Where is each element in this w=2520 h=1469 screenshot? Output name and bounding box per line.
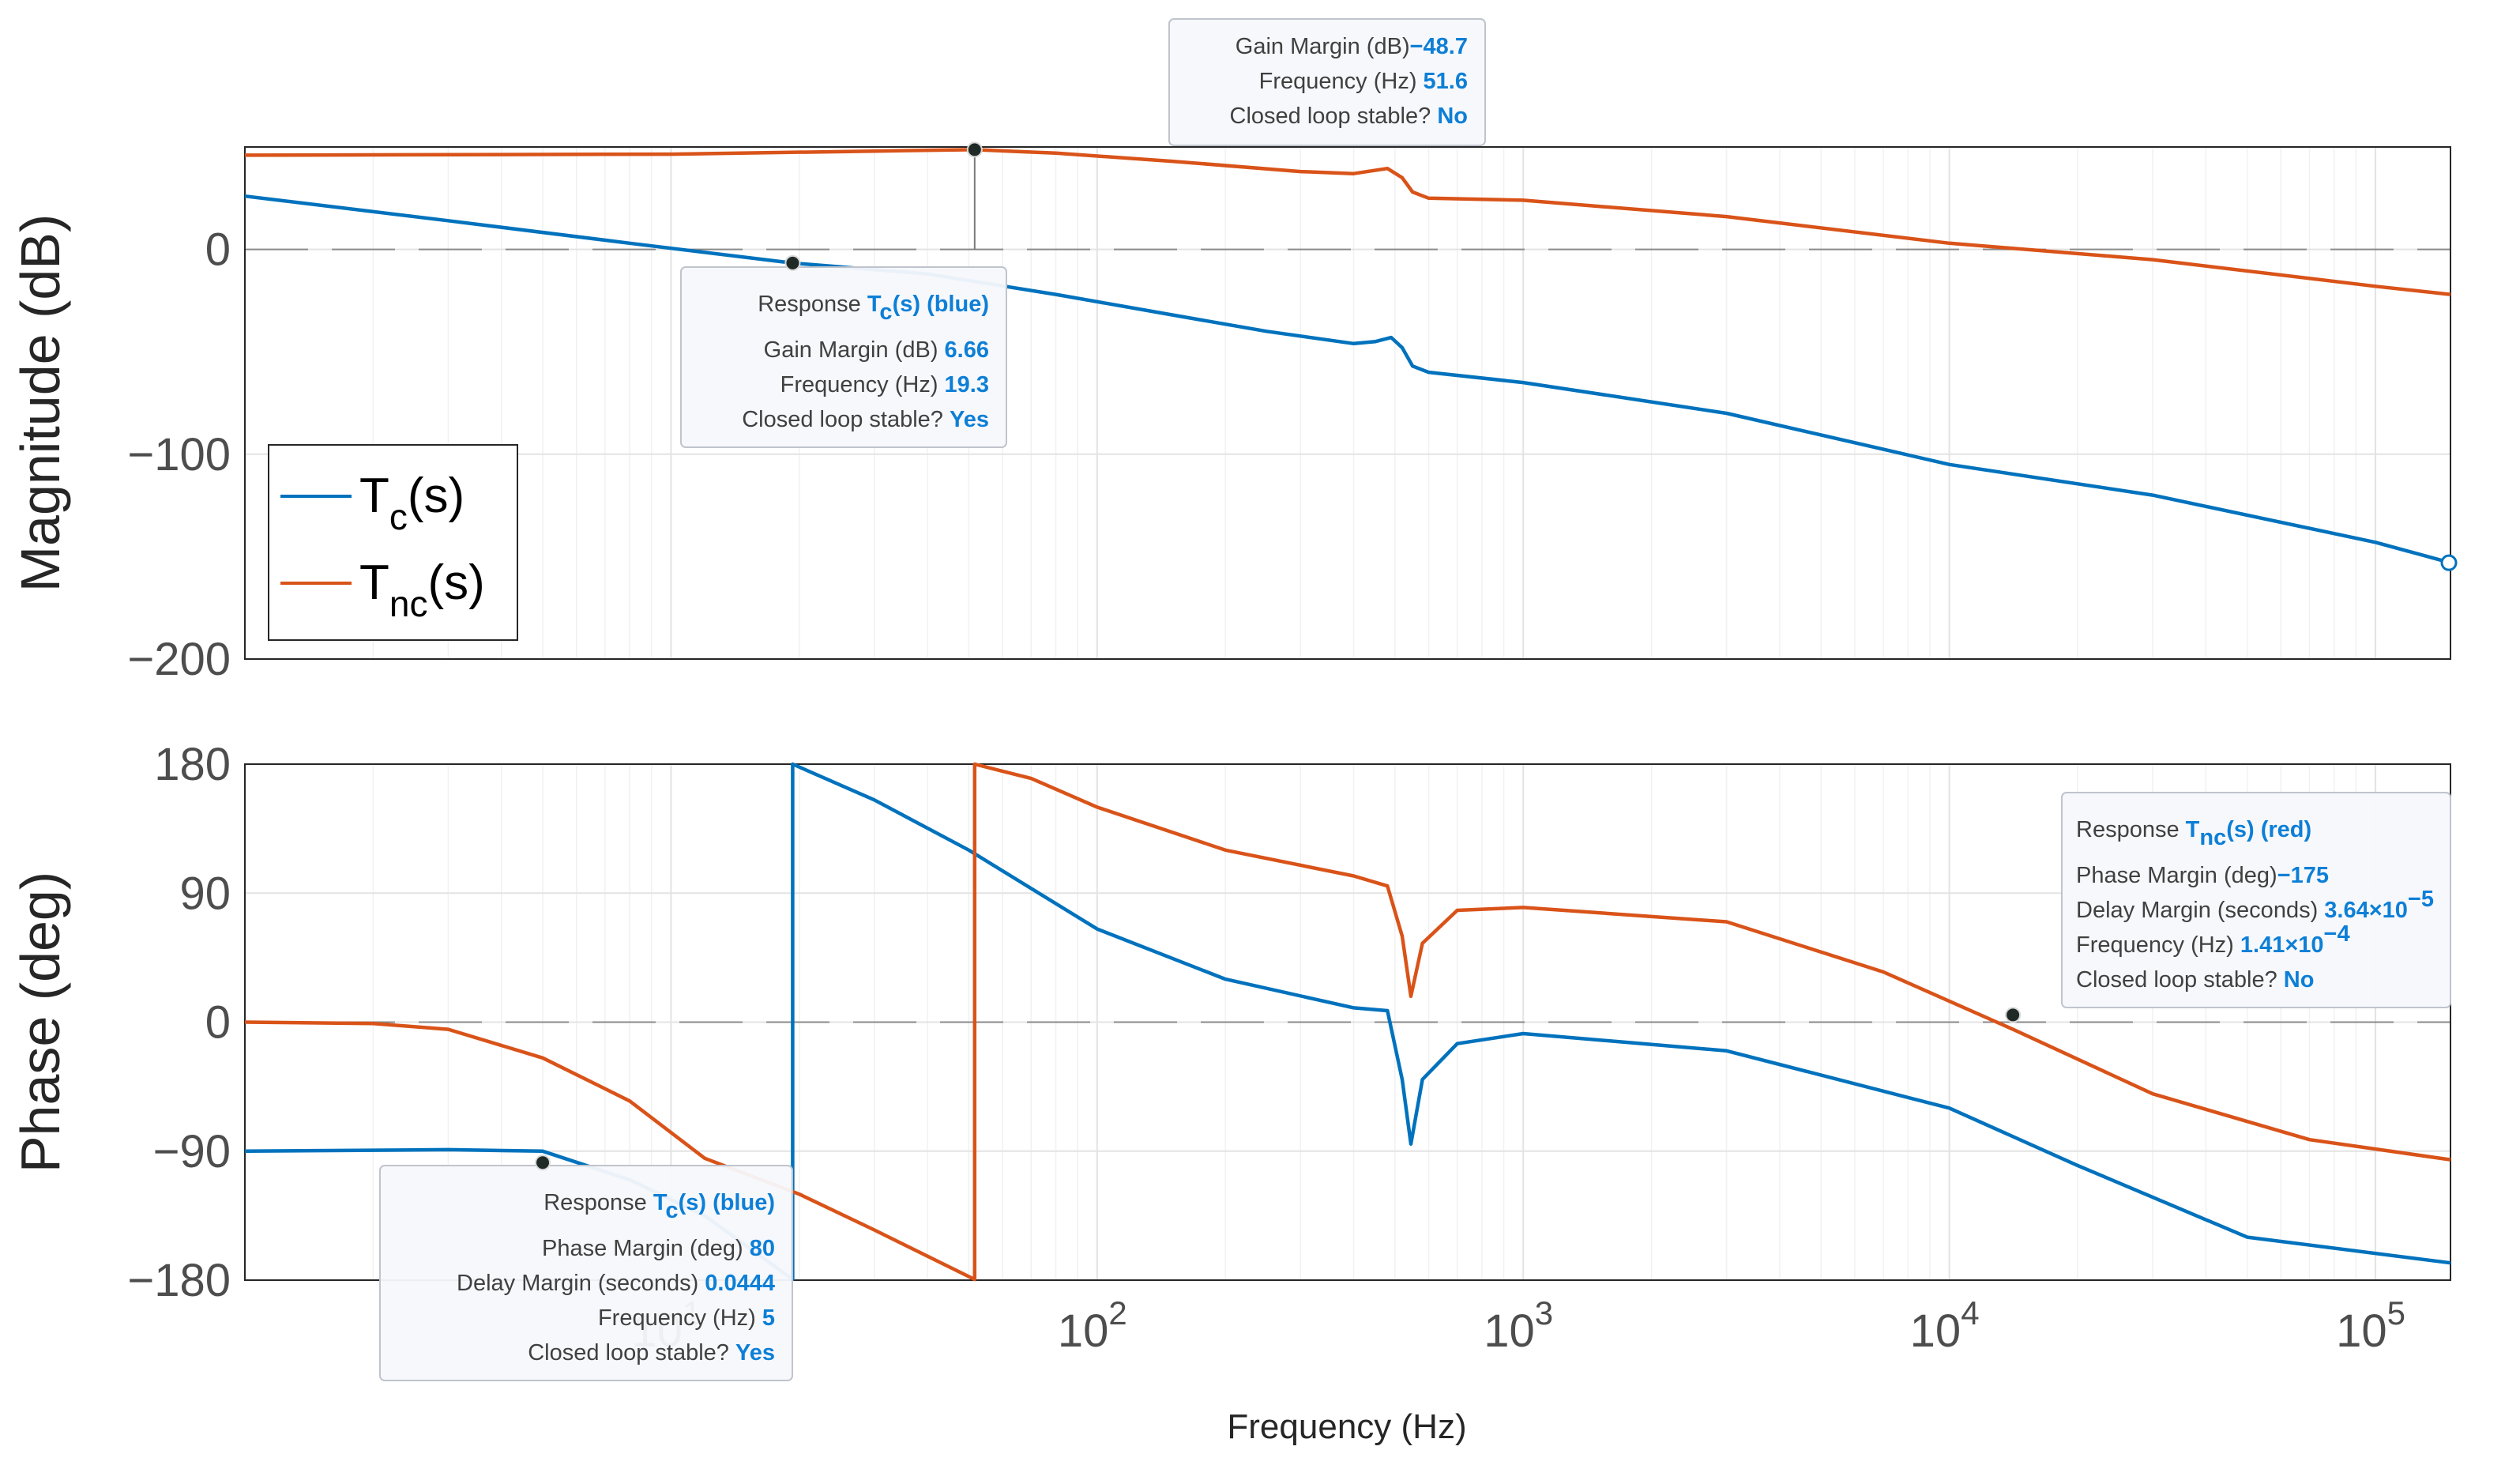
y-tick-label: 180 [154,739,231,790]
line-end-marker [2440,554,2458,571]
y-tick-label: −200 [127,634,231,685]
datatip-row: Closed loop stable? No [1230,104,1468,129]
x-tick-label: 105 [2336,1294,2405,1357]
x-tick-label: 104 [1910,1294,1980,1357]
datatip-header: Response Tnc(s) (red) [2076,817,2311,850]
y-tick-label: −100 [127,429,231,480]
datatip-marker [2005,1007,2022,1023]
datatip-header: Response Tc(s) (blue) [758,292,989,325]
y-axis-label: Phase (deg) [9,872,71,1173]
datatip-row: Closed loop stable? Yes [528,1340,775,1365]
y-axis-label: Magnitude (dB) [9,214,71,593]
datatip-marker [535,1154,551,1171]
datatip-box [379,1165,793,1381]
y-tick-label: −90 [153,1126,231,1177]
series-line-tnc-s [244,762,2451,1282]
datatip-box [1168,18,1486,146]
x-axis-label: Frequency (Hz) [1227,1407,1466,1446]
datatip-row: Frequency (Hz) 51.6 [1259,69,1468,94]
datatip-row: Closed loop stable? No [2076,967,2314,993]
datatip-row: Delay Margin (seconds) 0.0444 [457,1271,775,1296]
series-line-tnc-s [244,148,2451,296]
datatip-row: Gain Margin (dB) 6.66 [764,337,989,363]
datatip-box [2061,792,2451,1008]
datatip-marker [784,254,801,271]
legend-label: Tc(s) [359,469,465,537]
datatip-row: Phase Margin (deg)−175 [2076,863,2329,888]
y-tick-label: 90 [179,868,231,919]
legend-layer: Tc(s) Tnc(s) [268,444,518,641]
datatip-row: Delay Margin (seconds) 3.64×10−5 [2076,887,2434,923]
y-tick-label: 0 [205,224,231,276]
datatip-header: Response Tc(s) (blue) [543,1190,775,1223]
series-line-tc-s [244,194,2451,565]
datatip-row: Frequency (Hz) 1.41×10−4 [2076,921,2350,958]
datatip-row: Closed loop stable? Yes [742,407,989,432]
datatip-box [680,266,1007,448]
y-tick-label: 0 [205,997,231,1049]
x-tick-label: 102 [1058,1294,1127,1357]
axes-box [244,146,2451,660]
datatips-layer: Gain Margin (dB)−48.7 Frequency (Hz) 51.6… [379,18,2451,1381]
datatip-row: Frequency (Hz) 5 [598,1305,775,1331]
legend-box [268,444,518,641]
series-layer [244,148,2458,1282]
y-tick-label: −180 [127,1255,231,1306]
datatip-row: Phase Margin (deg) 80 [542,1236,775,1261]
datatip-row: Frequency (Hz) 19.3 [780,372,989,397]
datatip-row: Gain Margin (dB)−48.7 [1236,34,1468,59]
x-tick-label: 103 [1484,1294,1553,1357]
legend-label: Tnc(s) [359,556,485,624]
datatip-marker [966,141,983,158]
